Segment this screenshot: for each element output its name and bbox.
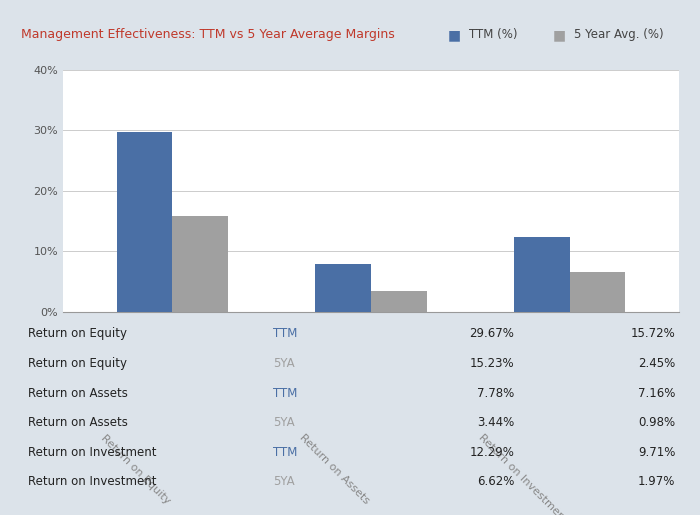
Text: 7.16%: 7.16% [638,387,675,400]
Text: Return on Equity: Return on Equity [99,433,172,506]
Text: 12.29%: 12.29% [470,445,514,459]
Text: 1.97%: 1.97% [638,475,675,488]
Text: Return on Investment: Return on Investment [477,433,570,515]
Text: Management Effectiveness: TTM vs 5 Year Average Margins: Management Effectiveness: TTM vs 5 Year … [21,28,395,41]
Text: Return on Investment: Return on Investment [28,475,157,488]
Text: 5 Year Avg. (%): 5 Year Avg. (%) [574,28,664,41]
Text: TTM: TTM [273,328,298,340]
Text: 0.98%: 0.98% [638,416,675,429]
Text: ■: ■ [448,28,461,42]
Text: 9.71%: 9.71% [638,445,675,459]
Text: ■: ■ [553,28,566,42]
Text: 5YA: 5YA [273,416,295,429]
Text: 5YA: 5YA [273,475,295,488]
Text: 15.72%: 15.72% [631,328,676,340]
Text: 6.62%: 6.62% [477,475,514,488]
Bar [172,216,228,312]
Bar [316,265,371,312]
Bar [371,291,426,312]
Text: 29.67%: 29.67% [470,328,514,340]
Text: 2.45%: 2.45% [638,357,675,370]
Text: Return on Equity: Return on Equity [28,328,127,340]
Text: Return on Assets: Return on Assets [298,433,371,506]
Text: TTM: TTM [273,445,298,459]
Text: 7.78%: 7.78% [477,387,514,400]
Text: Return on Assets: Return on Assets [28,416,128,429]
Text: Return on Investment: Return on Investment [28,445,157,459]
Bar [570,271,625,312]
Text: TTM: TTM [273,387,298,400]
Bar [514,237,570,312]
Text: 3.44%: 3.44% [477,416,514,429]
Text: 15.23%: 15.23% [470,357,514,370]
Text: Return on Equity: Return on Equity [28,357,127,370]
Text: 5YA: 5YA [273,357,295,370]
Text: TTM (%): TTM (%) [469,28,517,41]
Bar [117,132,172,312]
Text: Return on Assets: Return on Assets [28,387,128,400]
